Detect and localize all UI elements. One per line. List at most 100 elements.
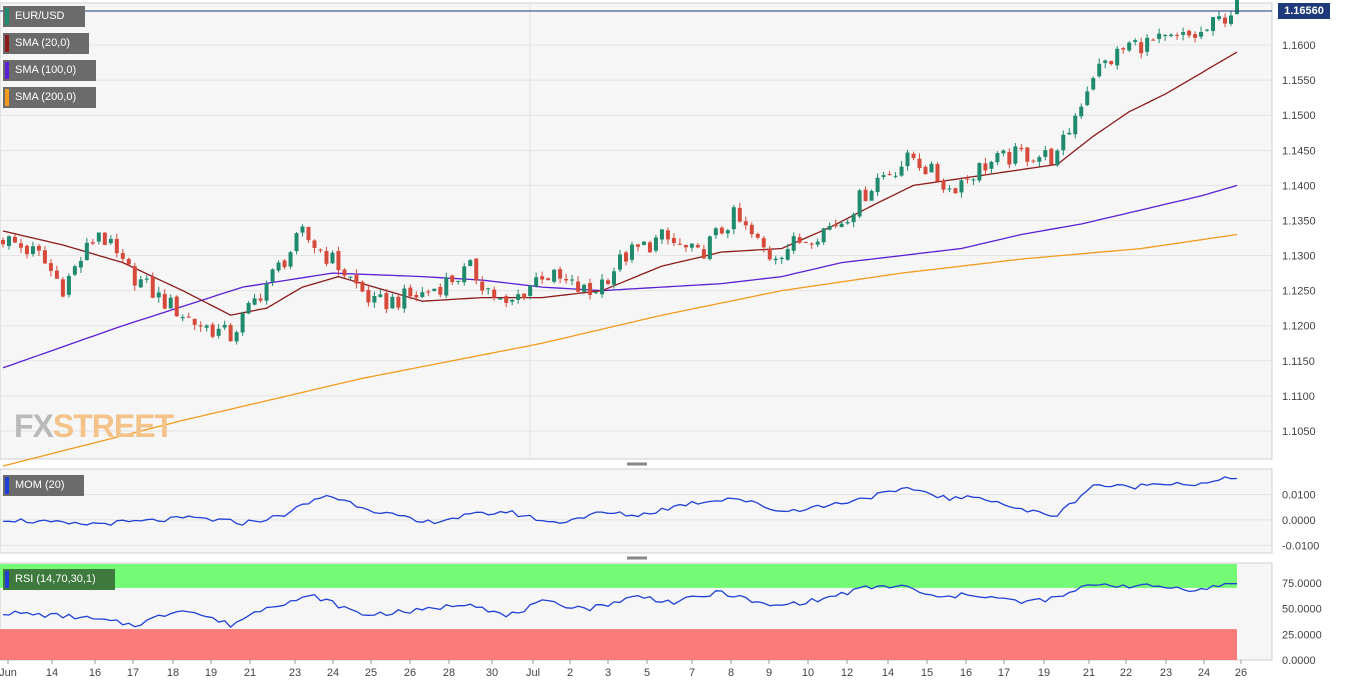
x-tick-label: 8 xyxy=(728,667,734,679)
candle-body xyxy=(588,283,593,295)
candle-body xyxy=(1127,42,1132,51)
sma-100-label: SMA (100,0) xyxy=(15,64,77,76)
candle-body xyxy=(336,251,341,271)
sma-20-label: SMA (20,0) xyxy=(15,37,71,49)
price-tick-label: 1.1200 xyxy=(1282,321,1316,333)
x-tick-label: 14 xyxy=(882,667,894,679)
candle-body xyxy=(1211,17,1216,31)
candle-body xyxy=(1217,16,1222,19)
sma-100-color-swatch xyxy=(5,62,9,79)
candle-body xyxy=(54,270,59,279)
candle-body xyxy=(480,281,485,291)
x-tick-label: 7 xyxy=(689,667,695,679)
mom-axis: 0.0100 0.0000 -0.0100 xyxy=(1282,489,1319,552)
candle-body xyxy=(342,269,347,276)
candle-body xyxy=(725,230,730,234)
candle-body xyxy=(1193,34,1198,38)
candle-body xyxy=(174,296,179,317)
x-tick-label: 2 xyxy=(567,667,573,679)
candle-body xyxy=(689,243,694,248)
symbol-tag[interactable]: EUR/USD xyxy=(3,6,85,27)
x-tick-label: 14 xyxy=(46,667,58,679)
price-tick-label: 1.1300 xyxy=(1282,251,1316,263)
candle-body xyxy=(1,240,5,245)
candle-body xyxy=(1229,15,1234,24)
price-tick-label: 1.1350 xyxy=(1282,215,1316,227)
candle-body xyxy=(1199,31,1204,37)
sma-200-color-swatch xyxy=(5,89,9,106)
candle-body xyxy=(893,175,898,177)
candle-body xyxy=(576,281,581,292)
x-tick-label: 23 xyxy=(1160,667,1172,679)
candle-body xyxy=(534,277,539,287)
candle-body xyxy=(737,207,742,222)
x-tick-label: 3 xyxy=(605,667,611,679)
mom-tag[interactable]: MOM (20) xyxy=(3,475,84,496)
candle-body xyxy=(923,166,928,175)
candle-body xyxy=(438,286,443,295)
candle-body xyxy=(324,250,329,264)
candle-body xyxy=(881,175,886,177)
candle-body xyxy=(264,283,269,301)
candle-body xyxy=(228,325,233,342)
sma-200-label: SMA (200,0) xyxy=(15,91,77,103)
sma-20-tag[interactable]: SMA (20,0) xyxy=(3,33,89,54)
rsi-tag[interactable]: RSI (14,70,30,1) xyxy=(3,569,115,590)
candle-body xyxy=(72,266,77,275)
candle-body xyxy=(108,238,113,244)
mom-tick-label: 0.0000 xyxy=(1282,515,1316,527)
candle-body xyxy=(384,293,389,310)
candle-body xyxy=(612,271,617,285)
candle-body xyxy=(96,232,101,242)
candle-body xyxy=(1055,150,1060,166)
candle-body xyxy=(1025,147,1030,162)
candle-body xyxy=(887,174,892,176)
candle-body xyxy=(1079,106,1084,117)
candle-body xyxy=(839,223,844,228)
candle-body xyxy=(767,248,772,260)
candle-body xyxy=(947,188,952,190)
candle-body xyxy=(797,237,802,243)
candle-body xyxy=(60,279,65,297)
candle-body xyxy=(156,292,161,298)
rsi-oversold-zone xyxy=(0,629,1237,660)
candle-body xyxy=(845,221,850,224)
x-tick-label: 21 xyxy=(1083,667,1095,679)
candle-body xyxy=(270,269,275,282)
x-tick-label: 17 xyxy=(127,667,139,679)
candle-body xyxy=(1205,29,1210,31)
candle-body xyxy=(785,249,790,260)
candle-body xyxy=(468,260,473,266)
mom-tick-label: 0.0100 xyxy=(1282,489,1316,501)
candle-body xyxy=(510,299,515,302)
candle-body xyxy=(695,245,700,248)
sma-100-path xyxy=(2,184,1238,369)
rsi-color-swatch xyxy=(5,571,9,588)
x-tick-label: 15 xyxy=(921,667,933,679)
logo-street: STREET xyxy=(52,408,174,444)
candle-body xyxy=(629,244,634,260)
candle-body xyxy=(36,245,41,251)
sma-200-line xyxy=(2,233,1238,467)
x-tick-label: 21 xyxy=(244,667,256,679)
price-tick-label: 1.1100 xyxy=(1282,391,1315,403)
candle-body xyxy=(1019,147,1024,150)
candle-body xyxy=(552,269,557,282)
candle-body xyxy=(306,226,311,241)
sma-200-tag[interactable]: SMA (200,0) xyxy=(3,87,96,108)
candle-body xyxy=(216,328,221,336)
candle-body xyxy=(701,249,706,259)
candle-body xyxy=(749,224,754,235)
candle-body xyxy=(396,296,401,308)
x-tick-label: 30 xyxy=(486,667,498,679)
candle-body xyxy=(420,292,425,297)
candle-body xyxy=(965,178,970,180)
candle-body xyxy=(354,274,359,284)
price-tick-label: 1.1150 xyxy=(1282,356,1315,368)
rsi-axis: 75.0000 50.0000 25.0000 0.0000 xyxy=(1282,578,1322,667)
candle-body xyxy=(917,158,922,169)
candle-body xyxy=(18,243,23,248)
candle-body xyxy=(474,258,479,281)
sma-100-tag[interactable]: SMA (100,0) xyxy=(3,60,96,81)
